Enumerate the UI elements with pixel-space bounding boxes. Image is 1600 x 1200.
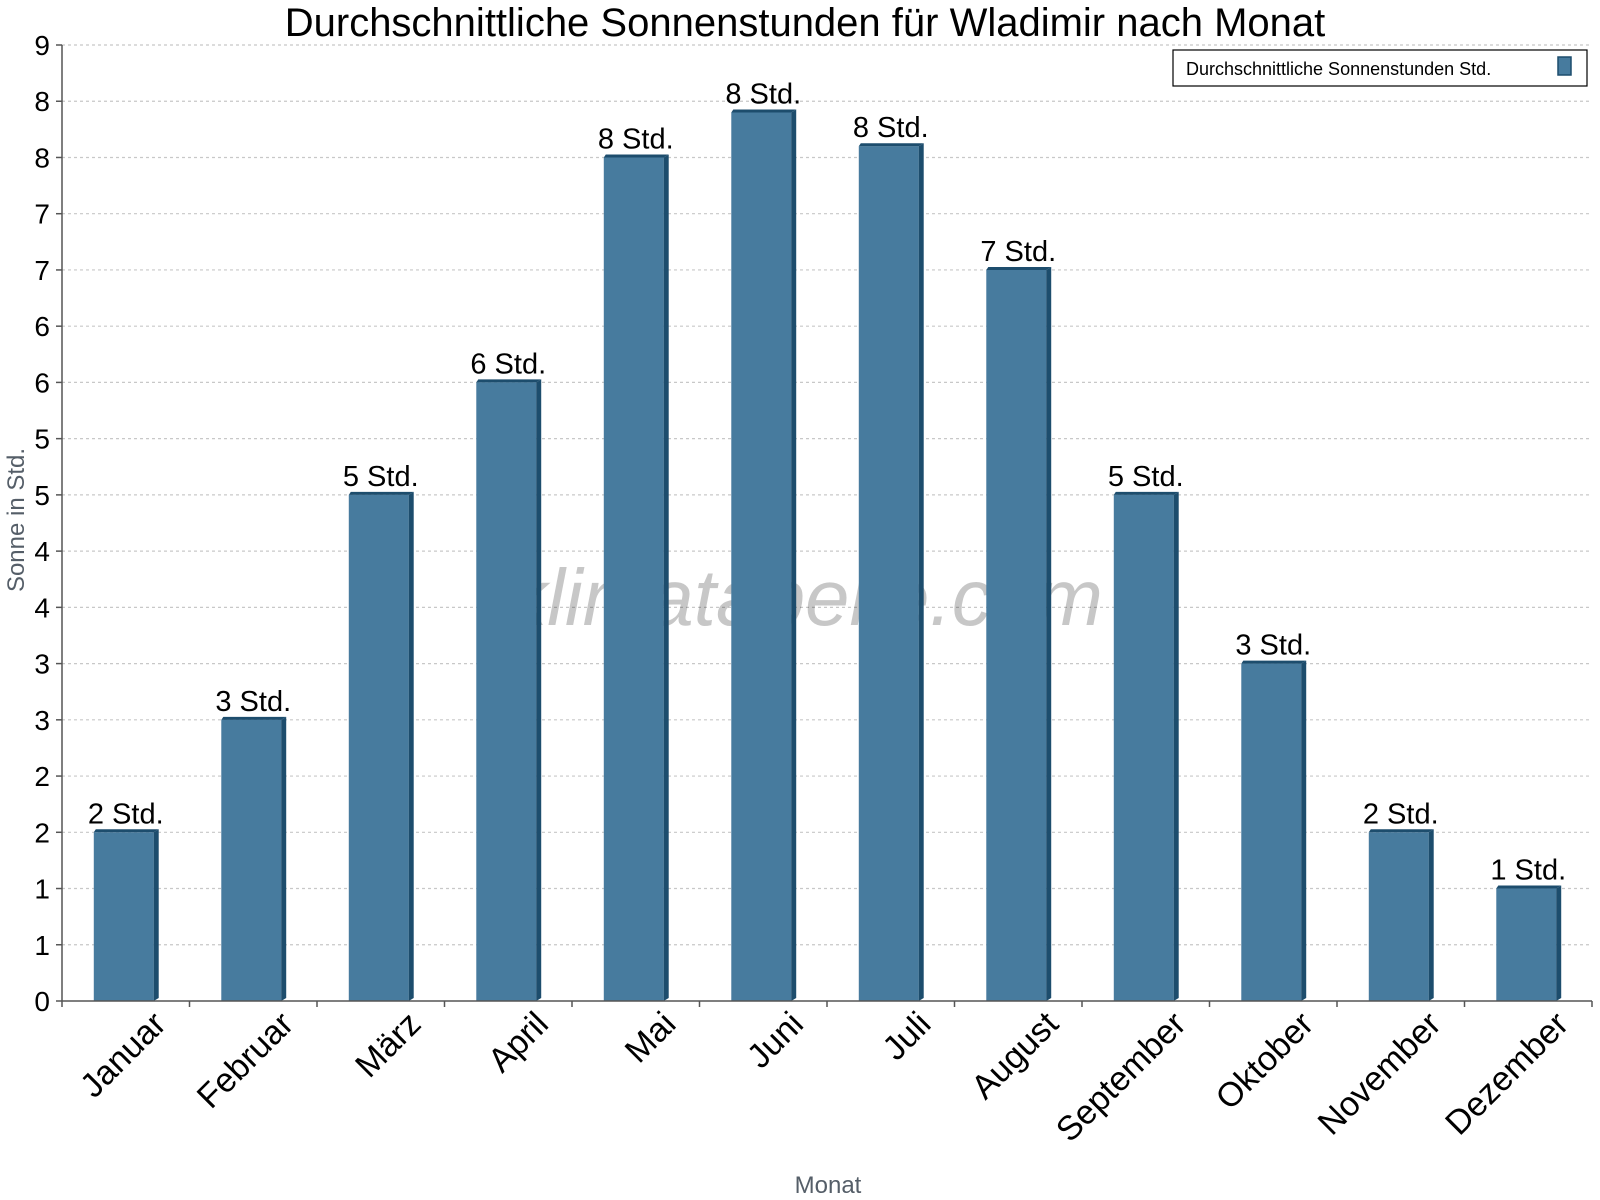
bar-top bbox=[348, 491, 414, 495]
bar-side bbox=[1301, 660, 1307, 1001]
bar bbox=[986, 269, 1047, 1001]
chart-title: Durchschnittliche Sonnenstunden für Wlad… bbox=[285, 1, 1326, 45]
data-label: 2 Std. bbox=[1363, 798, 1439, 830]
y-axis-label: Sonne in Std. bbox=[3, 448, 30, 592]
y-tick-label: 2 bbox=[34, 817, 50, 848]
x-tick-label: Oktober bbox=[1209, 1005, 1321, 1117]
data-label: 6 Std. bbox=[470, 348, 546, 380]
x-tick-label: Januar bbox=[73, 1005, 173, 1105]
y-tick-label: 4 bbox=[34, 592, 50, 623]
bar-top bbox=[1113, 491, 1179, 495]
x-tick-label: März bbox=[348, 1005, 428, 1085]
y-tick-label: 0 bbox=[34, 986, 50, 1017]
bar-side bbox=[408, 491, 414, 1001]
axes bbox=[61, 45, 1592, 1002]
data-label: 7 Std. bbox=[980, 236, 1056, 268]
bar-side bbox=[1173, 491, 1179, 1001]
x-axis-label: Monat bbox=[795, 1172, 862, 1199]
y-tick-label: 2 bbox=[34, 761, 50, 792]
x-tick-label: November bbox=[1311, 1005, 1449, 1143]
y-tick-label: 7 bbox=[34, 199, 50, 230]
bar-side bbox=[153, 829, 159, 1001]
y-tick-label: 9 bbox=[34, 30, 50, 61]
bar-side bbox=[1428, 829, 1434, 1001]
data-label: 3 Std. bbox=[215, 686, 291, 718]
bar-top bbox=[858, 143, 924, 147]
bar bbox=[1368, 832, 1429, 1001]
y-tick-label: 5 bbox=[34, 480, 50, 511]
x-tick-label: August bbox=[964, 1004, 1066, 1106]
y-tick-label: 6 bbox=[34, 311, 50, 342]
y-tick-label: 5 bbox=[34, 424, 50, 455]
bar-top bbox=[93, 829, 159, 833]
bar-side bbox=[663, 154, 669, 1001]
bar-series bbox=[93, 109, 1562, 1002]
bar-top bbox=[221, 716, 287, 720]
data-labels: 2 Std. 3 Std. 5 Std. 6 Std. 8 Std. 8 Std. 8 St… bbox=[88, 78, 1566, 886]
bar bbox=[348, 494, 409, 1001]
bar bbox=[858, 146, 919, 1002]
x-tick-label: Februar bbox=[190, 1005, 301, 1116]
bar-top bbox=[476, 379, 542, 383]
bar-top bbox=[603, 154, 669, 158]
x-tick-label: Mai bbox=[618, 1005, 684, 1071]
data-label: 8 Std. bbox=[853, 112, 929, 144]
bar-side bbox=[536, 379, 542, 1002]
data-label: 8 Std. bbox=[598, 123, 674, 155]
legend-swatch bbox=[1557, 56, 1572, 76]
bar-side bbox=[791, 109, 797, 1001]
bar-side bbox=[281, 716, 287, 1001]
y-tick-label: 1 bbox=[34, 930, 50, 961]
x-tick-label: September bbox=[1049, 1005, 1193, 1149]
y-tick-label: 8 bbox=[34, 86, 50, 117]
y-tick-label: 4 bbox=[34, 536, 50, 567]
legend: Durchschnittliche Sonnenstunden Std. bbox=[1172, 49, 1588, 87]
bar-side bbox=[1556, 885, 1562, 1001]
bar-top bbox=[1368, 829, 1434, 833]
bar-top bbox=[731, 109, 797, 113]
data-label: 3 Std. bbox=[1235, 630, 1311, 662]
y-tick-label: 6 bbox=[34, 367, 50, 398]
bar bbox=[93, 832, 154, 1001]
bar bbox=[476, 382, 537, 1002]
y-tick-label: 3 bbox=[34, 705, 50, 736]
x-tick-label: April bbox=[481, 1005, 556, 1080]
y-tick-label: 7 bbox=[34, 255, 50, 286]
y-tick-label: 3 bbox=[34, 649, 50, 680]
y-axis-ticks: 0 1 1 2 2 3 3 4 4 5 5 6 6 7 7 8 8 9 bbox=[34, 30, 62, 1017]
bar-side bbox=[1046, 266, 1052, 1001]
bar bbox=[731, 112, 792, 1001]
bar bbox=[1241, 663, 1302, 1001]
bar-top bbox=[986, 266, 1052, 270]
data-label: 5 Std. bbox=[1108, 461, 1184, 493]
y-tick-label: 1 bbox=[34, 874, 50, 905]
data-label: 8 Std. bbox=[725, 78, 801, 110]
y-tick-label: 8 bbox=[34, 142, 50, 173]
x-tick-label: Juni bbox=[740, 1005, 811, 1076]
x-tick-label: Dezember bbox=[1438, 1005, 1576, 1143]
bar bbox=[1496, 888, 1557, 1001]
legend-label: Durchschnittliche Sonnenstunden Std. bbox=[1186, 59, 1491, 79]
bar bbox=[603, 157, 664, 1001]
x-axis-ticks: Januar Februar März April Mai Juni Juli AugustS… bbox=[61, 1001, 1593, 1149]
bar-top bbox=[1241, 660, 1307, 664]
gridlines bbox=[62, 44, 1592, 946]
data-label: 2 Std. bbox=[88, 798, 164, 830]
bar bbox=[1113, 494, 1174, 1001]
x-tick-label: Juli bbox=[875, 1005, 938, 1068]
bar bbox=[221, 719, 282, 1001]
data-label: 1 Std. bbox=[1490, 855, 1566, 887]
data-label: 5 Std. bbox=[343, 461, 419, 493]
bar-side bbox=[918, 143, 924, 1002]
bar-top bbox=[1496, 885, 1562, 889]
legend-box bbox=[1172, 49, 1588, 87]
